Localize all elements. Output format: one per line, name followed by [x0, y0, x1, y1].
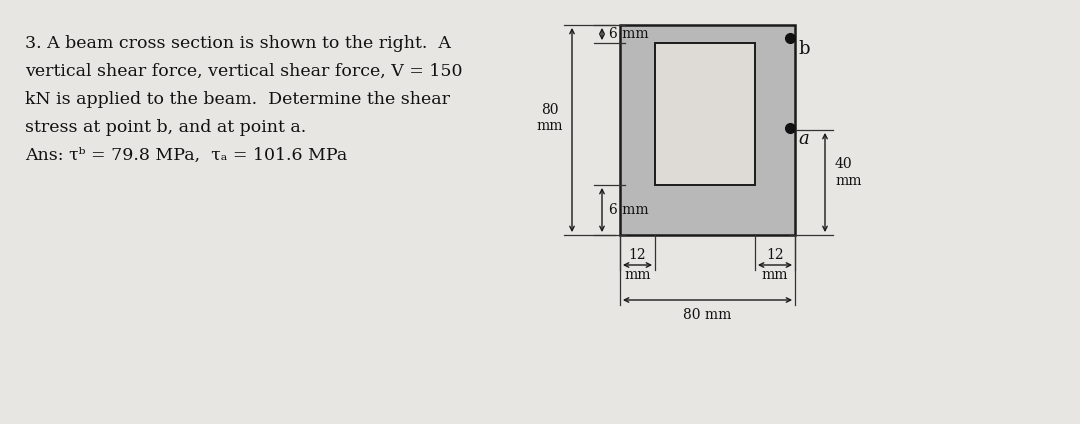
Bar — [620, 25, 795, 235]
Text: 12: 12 — [629, 248, 646, 262]
Text: mm: mm — [624, 268, 651, 282]
Text: Ans: τᵇ = 79.8 MPa,  τₐ = 101.6 MPa: Ans: τᵇ = 79.8 MPa, τₐ = 101.6 MPa — [25, 147, 348, 164]
Text: 80 mm: 80 mm — [684, 308, 731, 322]
Text: 12: 12 — [766, 248, 784, 262]
Text: kN is applied to the beam.  Determine the shear: kN is applied to the beam. Determine the… — [25, 91, 450, 108]
Text: mm: mm — [761, 268, 788, 282]
Bar — [654, 43, 755, 185]
Text: a: a — [798, 130, 809, 148]
Text: 80
mm: 80 mm — [537, 103, 564, 133]
Text: b: b — [798, 40, 810, 58]
Text: vertical shear force, vertical shear force, V = 150: vertical shear force, vertical shear for… — [25, 63, 462, 80]
Text: 6 mm: 6 mm — [609, 27, 649, 41]
Text: stress at point b, and at point a.: stress at point b, and at point a. — [25, 119, 307, 136]
Text: 6 mm: 6 mm — [609, 203, 649, 217]
Text: 3. A beam cross section is shown to the right.  A: 3. A beam cross section is shown to the … — [25, 35, 450, 52]
Text: 40
mm: 40 mm — [835, 157, 862, 187]
